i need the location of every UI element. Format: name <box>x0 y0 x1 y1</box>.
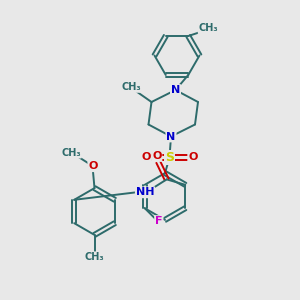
Text: N: N <box>171 85 180 95</box>
Text: O: O <box>188 152 198 163</box>
Text: O: O <box>152 151 161 161</box>
Text: CH₃: CH₃ <box>121 82 141 92</box>
Text: CH₃: CH₃ <box>85 252 104 262</box>
Text: N: N <box>167 131 176 142</box>
Text: S: S <box>165 151 174 164</box>
Text: CH₃: CH₃ <box>199 23 218 33</box>
Text: NH: NH <box>136 187 154 197</box>
Text: O: O <box>88 161 98 171</box>
Text: F: F <box>155 216 163 226</box>
Text: CH₃: CH₃ <box>61 148 81 158</box>
Text: O: O <box>141 152 151 163</box>
